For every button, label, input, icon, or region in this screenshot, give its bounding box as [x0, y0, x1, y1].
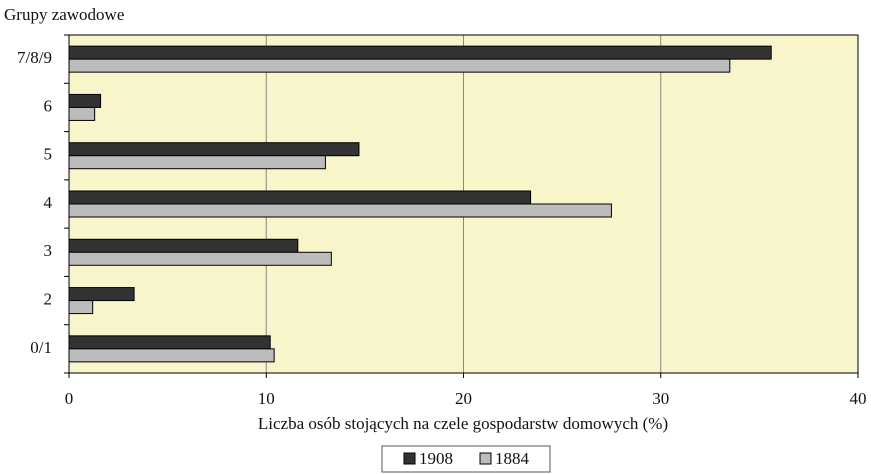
bar [68, 106, 96, 121]
legend-swatch [479, 452, 492, 465]
y-tick-label: 7/8/9 [17, 48, 52, 67]
bar [68, 300, 94, 315]
y-tick-label: 4 [44, 193, 53, 212]
x-tick-label: 30 [652, 389, 669, 408]
legend-label: 1884 [495, 449, 530, 468]
bar [68, 335, 271, 350]
bar [68, 348, 275, 363]
bar [68, 45, 772, 60]
x-tick-label: 20 [455, 389, 472, 408]
bar [68, 251, 332, 266]
bar [68, 287, 135, 302]
y-tick-label: 2 [44, 289, 53, 308]
x-tick-label: 40 [850, 389, 867, 408]
x-tick-label: 0 [65, 389, 74, 408]
y-tick-label: 3 [44, 241, 53, 260]
bar [68, 58, 731, 73]
y-tick-label: 0/1 [30, 338, 52, 357]
bar [68, 155, 326, 170]
y-tick-label: 5 [44, 145, 53, 164]
x-axis-label: Liczba osób stojących na czele gospodars… [258, 414, 668, 433]
bar [68, 203, 612, 218]
bar [68, 142, 360, 157]
bar [68, 238, 299, 253]
legend-label: 1908 [419, 449, 453, 468]
y-tick-label: 6 [44, 96, 53, 115]
legend-swatch [403, 452, 416, 465]
bar [68, 93, 102, 108]
x-tick-label: 10 [258, 389, 275, 408]
bar [68, 190, 532, 205]
chart-title: Grupy zawodowe [4, 5, 124, 24]
